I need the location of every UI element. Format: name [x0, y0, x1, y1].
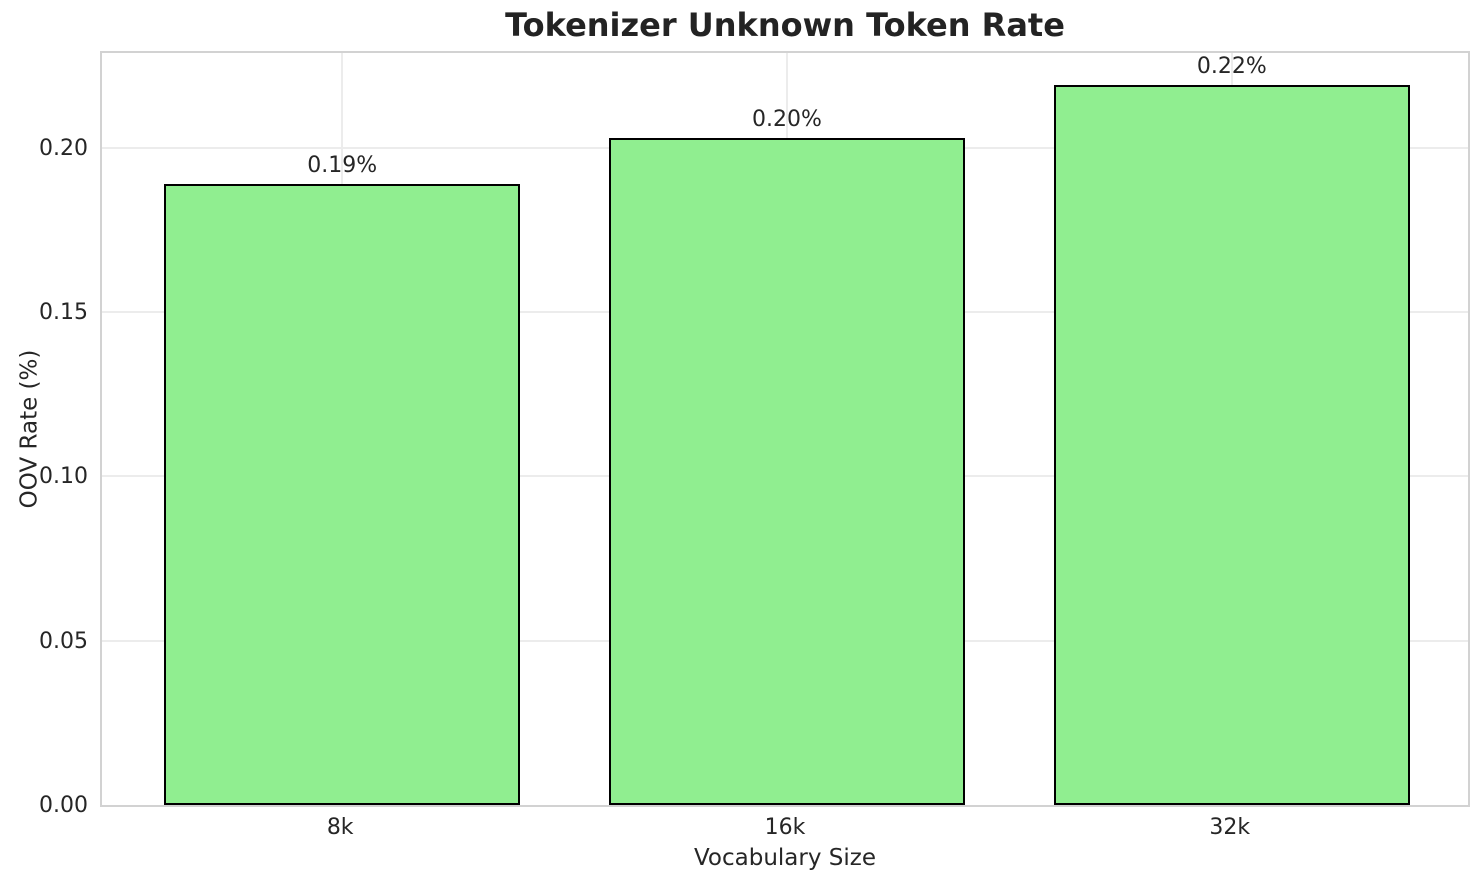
y-tick-label: 0.00: [39, 793, 88, 818]
bar-value-label: 0.22%: [1196, 54, 1267, 80]
bar-16k: [609, 137, 965, 805]
y-tick-label: 0.10: [39, 464, 88, 490]
x-tick-label: 16k: [764, 815, 806, 840]
chart-title: Tokenizer Unknown Token Rate: [505, 6, 1065, 44]
bar-value-label: 0.19%: [307, 152, 378, 178]
y-tick-label: 0.15: [39, 299, 88, 325]
bar-8k: [164, 183, 521, 805]
x-tick-label: 8k: [326, 815, 354, 840]
y-tick-label: 0.05: [39, 628, 88, 654]
y-tick-label: 0.20: [39, 135, 88, 161]
y-axis-label-wrap: OOV Rate (%): [14, 51, 44, 807]
plot-area: 0.19% 0.20% 0.22%: [100, 51, 1470, 807]
bar-value-label: 0.20%: [752, 106, 822, 132]
bar-32k: [1053, 85, 1410, 805]
x-axis-label: Vocabulary Size: [693, 845, 876, 871]
x-tick-label: 32k: [1209, 815, 1251, 840]
